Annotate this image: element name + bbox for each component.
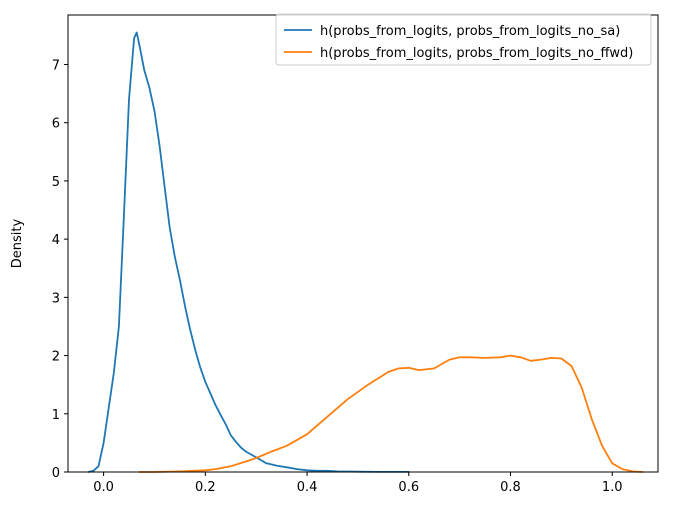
x-tick-label: 0.8	[500, 480, 521, 495]
y-tick-label: 2	[52, 350, 60, 365]
series-lines	[87, 31, 644, 473]
y-tick-label: 3	[52, 291, 60, 306]
y-tick-label: 5	[52, 175, 60, 190]
y-tick-label: 0	[52, 466, 60, 481]
x-axis: 0.0 0.2 0.4 0.6 0.8 1.0	[93, 472, 623, 495]
x-tick-label: 0.0	[93, 480, 114, 495]
legend-label-no-sa: h(probs_from_logits, probs_from_logits_n…	[320, 24, 620, 39]
x-tick-label: 0.2	[195, 480, 216, 495]
x-tick-label: 0.4	[297, 480, 318, 495]
x-tick-label: 1.0	[602, 480, 623, 495]
y-tick-label: 7	[52, 58, 60, 73]
y-axis-label: Density	[10, 218, 25, 268]
series-line-1	[138, 354, 644, 473]
legend-box	[275, 13, 652, 66]
y-tick-label: 1	[52, 408, 60, 423]
x-tick-label: 0.6	[398, 480, 419, 495]
y-axis: 0 1 2 3 4 5 6 7	[52, 58, 68, 481]
legend: h(probs_from_logits, probs_from_logits_n…	[275, 13, 652, 66]
series-line-0	[87, 31, 410, 473]
y-tick-label: 4	[52, 233, 60, 248]
legend-label-no-ffwd: h(probs_from_logits, probs_from_logits_n…	[320, 46, 633, 61]
y-tick-label: 6	[52, 117, 60, 132]
